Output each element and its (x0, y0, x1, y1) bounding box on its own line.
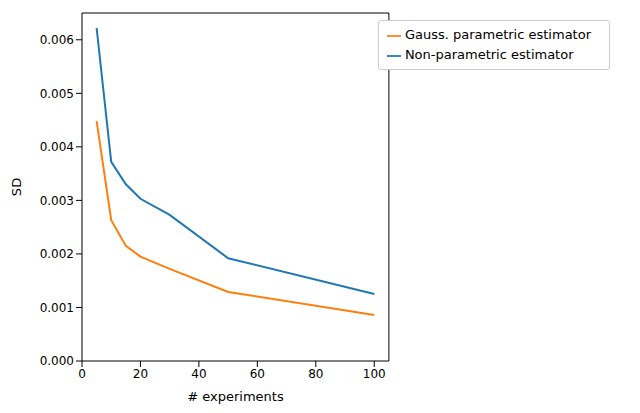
svg-text:0.001: 0.001 (40, 301, 74, 315)
html-text:Gauss. parametric estimator: Gauss. parametric estimator (404, 27, 591, 42)
svg-text:# experiments: # experiments (187, 389, 284, 404)
svg-text:40: 40 (191, 367, 206, 381)
svg-text:0.004: 0.004 (40, 140, 74, 154)
svg-text:60: 60 (250, 367, 265, 381)
svg-text:0: 0 (78, 367, 86, 381)
svg-text:100: 100 (363, 367, 386, 381)
svg-text:80: 80 (308, 367, 323, 381)
svg-text:0.005: 0.005 (40, 87, 74, 101)
svg-text:0.006: 0.006 (40, 33, 74, 47)
svg-text:20: 20 (133, 367, 148, 381)
svg-text:0.002: 0.002 (40, 247, 74, 261)
svg-text:SD: SD (9, 178, 24, 196)
svg-text:0.003: 0.003 (40, 194, 74, 208)
svg-text:0.000: 0.000 (40, 354, 74, 368)
html-text:Non-parametric estimator: Non-parametric estimator (404, 47, 574, 62)
